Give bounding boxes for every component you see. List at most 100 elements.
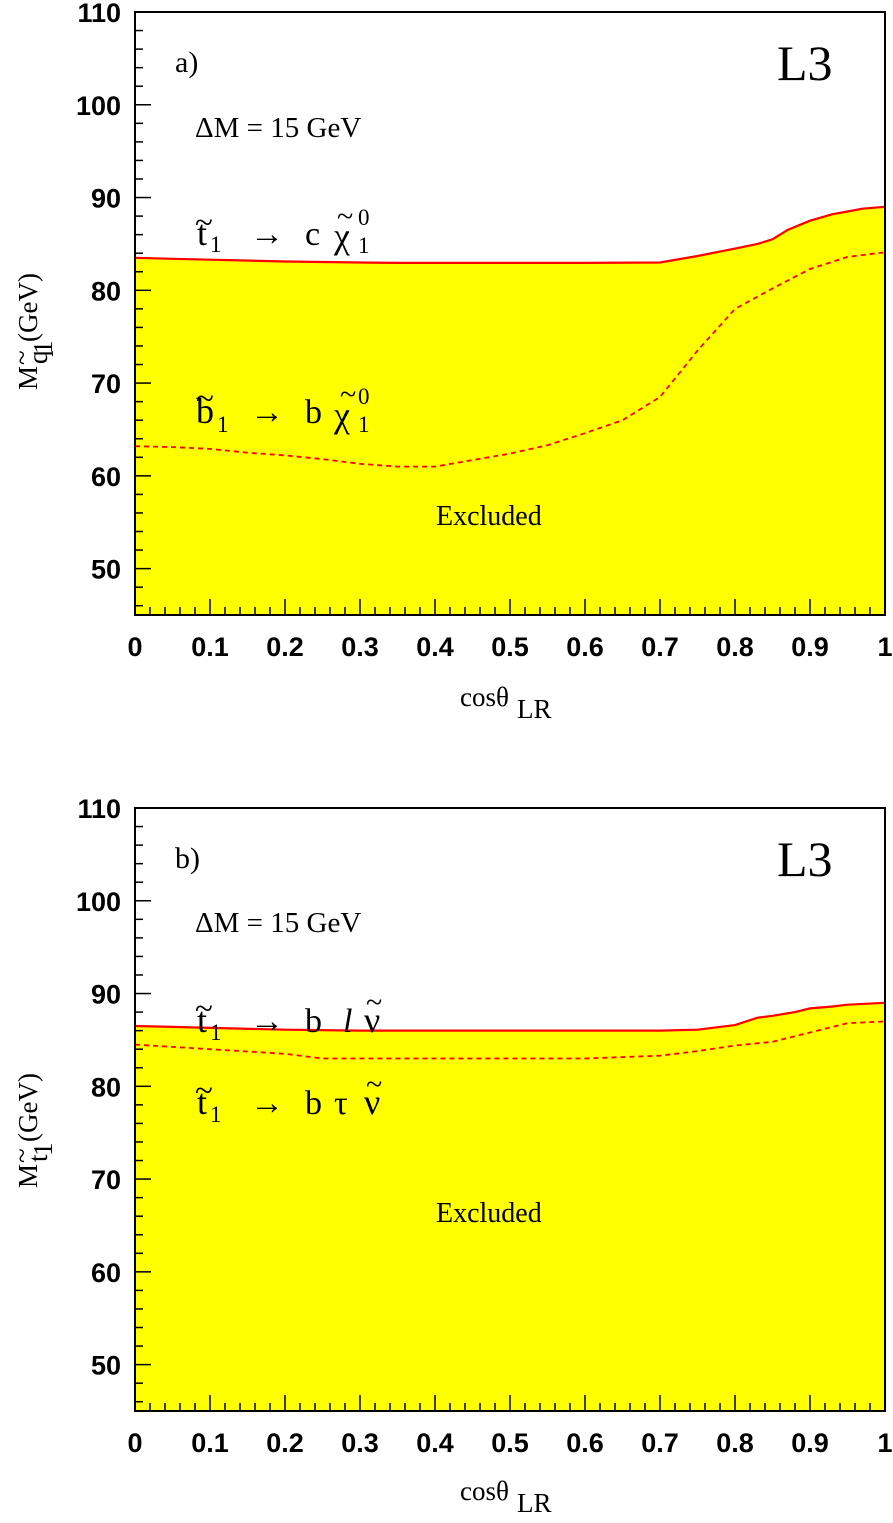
x-tick-label: 0.5 — [491, 1428, 529, 1458]
svg-text:~: ~ — [195, 205, 213, 241]
svg-text:τ: τ — [334, 1085, 348, 1122]
series-label-dashed: ~ t 1 → b τ ~ ν — [195, 1068, 382, 1127]
svg-text:t: t — [23, 1154, 53, 1162]
svg-text:b: b — [305, 1085, 322, 1122]
series-label-solid: ~ t 1 → b l ~ ν — [195, 986, 382, 1045]
svg-text:b: b — [305, 1003, 322, 1040]
excluded-label: Excluded — [436, 1198, 542, 1229]
svg-text:~: ~ — [366, 1068, 382, 1101]
panel-a: 0 0.1 0.2 0.3 0.4 0.5 0.6 0.7 0.8 0.9 1 50 60 70 80 90 1… — [7, 0, 893, 724]
svg-text:LR: LR — [517, 694, 552, 724]
panel-b: 0 0.1 0.2 0.3 0.4 0.5 0.6 0.7 0.8 0.9 1 50 60 70 80 90 1… — [7, 794, 893, 1518]
svg-text:1: 1 — [210, 1020, 222, 1045]
svg-text:1: 1 — [28, 341, 58, 355]
x-tick-label: 0.3 — [341, 1428, 379, 1458]
y-tick-label: 90 — [91, 184, 121, 214]
x-tick-label: 0.9 — [791, 1428, 829, 1458]
svg-text:1: 1 — [358, 233, 370, 258]
svg-text:t: t — [197, 1000, 207, 1040]
svg-text:~: ~ — [7, 350, 37, 365]
x-tick-label: 0.9 — [791, 632, 829, 662]
svg-text:~: ~ — [340, 378, 356, 411]
condition-label: ΔM = 15 GeV — [195, 907, 361, 939]
series-line-dashed — [134, 1020, 886, 1060]
x-tick-label: 0.8 — [716, 632, 754, 662]
y-tick-label: 50 — [91, 1351, 121, 1381]
condition-label: ΔM = 15 GeV — [195, 112, 361, 144]
y-tick-label: 50 — [91, 555, 121, 585]
x-tick-label: 0.5 — [491, 632, 529, 662]
svg-text:~: ~ — [195, 1073, 213, 1109]
svg-text:LR: LR — [517, 1488, 552, 1518]
svg-text:~: ~ — [7, 1148, 37, 1163]
x-tick-label: 0.4 — [416, 632, 454, 662]
x-tick-label: 0.7 — [641, 632, 679, 662]
y-tick-label: 60 — [91, 462, 121, 492]
x-tick-label: 0.7 — [641, 1428, 679, 1458]
y-tick-label: 100 — [76, 887, 121, 917]
x-tick-label: 0 — [127, 632, 142, 662]
y-tick-label: 80 — [91, 276, 121, 306]
svg-text:M: M — [13, 1164, 43, 1188]
x-tick-label: 0.1 — [191, 1428, 229, 1458]
svg-text:~: ~ — [366, 986, 382, 1019]
experiment-label: L3 — [777, 35, 833, 91]
y-axis-title: M ~ t 1 (GeV) — [7, 1073, 58, 1188]
y-tick-label: 80 — [91, 1072, 121, 1102]
svg-text:~: ~ — [337, 200, 353, 233]
series-label-dashed: ~ b 1 → b ~ χ 1 0 — [196, 378, 370, 437]
svg-text:l: l — [343, 1003, 352, 1040]
svg-text:cosθ: cosθ — [460, 682, 509, 712]
svg-text:→: → — [250, 1085, 284, 1122]
excluded-label: Excluded — [436, 501, 542, 532]
svg-text:(GeV): (GeV) — [13, 1073, 43, 1142]
svg-text:1: 1 — [210, 1102, 222, 1127]
x-tick-label: 0.8 — [716, 1428, 754, 1458]
y-tick-label: 100 — [76, 91, 121, 121]
svg-text:1: 1 — [217, 412, 229, 437]
svg-text:→: → — [250, 216, 284, 253]
x-tick-label: 1 — [877, 632, 892, 662]
svg-text:c: c — [305, 216, 320, 253]
x-axis-title: cosθ LR — [460, 1476, 552, 1518]
svg-text:~: ~ — [196, 381, 214, 417]
svg-text:(GeV): (GeV) — [13, 273, 43, 342]
svg-text:→: → — [250, 1003, 284, 1040]
svg-text:0: 0 — [358, 205, 370, 230]
svg-text:0: 0 — [358, 384, 370, 409]
x-tick-label: 0 — [127, 1428, 142, 1458]
y-tick-label: 70 — [91, 1165, 121, 1195]
series-line-solid — [134, 1001, 886, 1032]
svg-text:ν: ν — [364, 1082, 380, 1122]
excluded-region — [135, 1002, 885, 1411]
svg-text:b: b — [305, 394, 322, 431]
x-axis-title: cosθ LR — [460, 682, 552, 724]
x-tick-label: 0.2 — [266, 632, 304, 662]
svg-text:~: ~ — [195, 991, 213, 1027]
excluded-region — [135, 206, 885, 616]
x-tick-label: 0.6 — [566, 1428, 604, 1458]
y-tick-label: 90 — [91, 980, 121, 1010]
y-axis-title: M ~ q 1 (GeV) — [7, 273, 58, 390]
svg-text:q: q — [23, 350, 53, 364]
series-line-solid — [134, 205, 886, 264]
y-tick-label: 60 — [91, 1258, 121, 1288]
svg-text:ν: ν — [364, 1000, 380, 1040]
x-tick-label: 0.4 — [416, 1428, 454, 1458]
y-tick-label: 110 — [77, 794, 121, 824]
x-tick-label: 0.1 — [191, 632, 229, 662]
svg-text:t: t — [197, 1082, 207, 1122]
experiment-label: L3 — [777, 831, 833, 887]
svg-text:cosθ: cosθ — [460, 1476, 509, 1506]
panel-label: a) — [175, 46, 198, 79]
svg-text:χ: χ — [333, 395, 350, 435]
svg-text:t: t — [197, 213, 207, 253]
x-tick-label: 0.3 — [341, 632, 379, 662]
x-tick-label: 0.2 — [266, 1428, 304, 1458]
svg-text:1: 1 — [210, 232, 222, 257]
y-tick-label: 110 — [77, 0, 121, 28]
series-label-solid: ~ t 1 → c ~ χ 1 0 — [195, 200, 370, 258]
x-tick-label: 0.6 — [566, 632, 604, 662]
panel-label: b) — [175, 842, 200, 875]
